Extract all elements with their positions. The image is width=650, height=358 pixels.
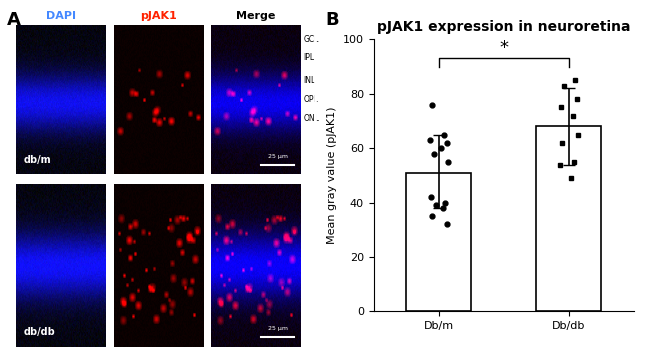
Title: pJAK1 expression in neuroretina: pJAK1 expression in neuroretina bbox=[377, 20, 630, 34]
Bar bbox=[536, 126, 601, 311]
Text: 25 μm: 25 μm bbox=[268, 326, 288, 331]
Text: B: B bbox=[325, 11, 339, 29]
Text: A: A bbox=[6, 11, 20, 29]
Text: DAPI: DAPI bbox=[46, 11, 76, 21]
Text: OPL: OPL bbox=[304, 95, 318, 104]
Bar bbox=[406, 173, 471, 311]
Text: Merge: Merge bbox=[237, 11, 276, 21]
Text: ONL: ONL bbox=[304, 114, 320, 123]
Y-axis label: Mean gray value (pJAK1): Mean gray value (pJAK1) bbox=[328, 107, 337, 244]
Text: db/m: db/m bbox=[23, 155, 51, 165]
Text: pJAK1: pJAK1 bbox=[140, 11, 177, 21]
Text: GCL: GCL bbox=[304, 35, 319, 44]
Text: *: * bbox=[499, 39, 508, 57]
Text: db/db: db/db bbox=[23, 328, 55, 338]
Text: INL: INL bbox=[304, 76, 316, 84]
Text: IPL: IPL bbox=[304, 53, 315, 62]
Text: 25 μm: 25 μm bbox=[268, 154, 288, 159]
